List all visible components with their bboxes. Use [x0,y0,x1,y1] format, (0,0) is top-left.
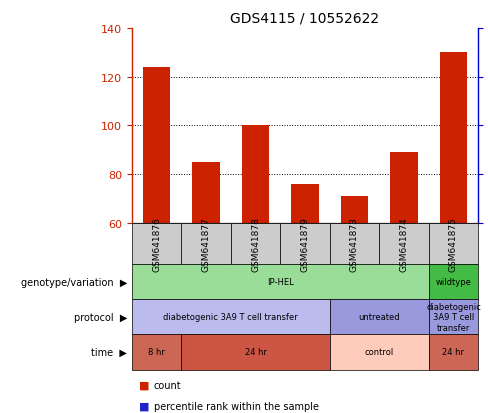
Text: GSM641879: GSM641879 [301,216,309,271]
Text: GSM641877: GSM641877 [202,216,210,271]
Bar [192,162,220,223]
Text: percentile rank within the sample: percentile rank within the sample [154,401,319,411]
Title: GDS4115 / 10552622: GDS4115 / 10552622 [230,11,380,25]
Text: 24 hr: 24 hr [244,348,266,356]
Text: diabetogenic 3A9 T cell transfer: diabetogenic 3A9 T cell transfer [426,302,481,332]
Point [153,0,161,1]
Point [202,10,210,17]
Text: ■: ■ [139,401,150,411]
Text: GSM641876: GSM641876 [152,216,161,271]
Bar [143,68,170,223]
Point [400,6,408,13]
Text: control: control [365,348,394,356]
Bar [341,196,368,223]
Point [350,18,358,24]
Text: protocol  ▶: protocol ▶ [74,312,127,322]
Text: IP-HEL: IP-HEL [267,278,294,286]
Text: GSM641873: GSM641873 [350,216,359,271]
Text: ■: ■ [139,380,150,390]
Point [301,16,309,22]
Text: time  ▶: time ▶ [91,347,127,357]
Text: GSM641878: GSM641878 [251,216,260,271]
Text: diabetogenic 3A9 T cell transfer: diabetogenic 3A9 T cell transfer [163,313,298,321]
Text: 8 hr: 8 hr [148,348,165,356]
Bar [291,184,319,223]
Bar [440,53,467,223]
Point [252,4,260,11]
Text: untreated: untreated [358,313,400,321]
Text: GSM641874: GSM641874 [400,216,408,271]
Text: GSM641875: GSM641875 [449,216,458,271]
Text: wildtype: wildtype [436,278,471,286]
Text: count: count [154,380,182,390]
Bar [242,126,269,223]
Text: 24 hr: 24 hr [443,348,465,356]
Text: genotype/variation  ▶: genotype/variation ▶ [20,277,127,287]
Bar [390,153,418,223]
